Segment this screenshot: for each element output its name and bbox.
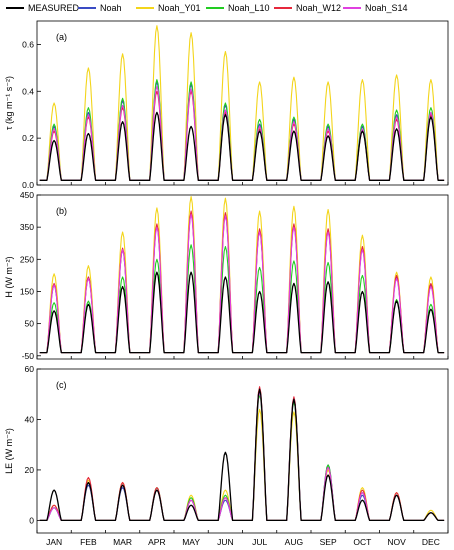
plot-frame — [36, 368, 449, 534]
panel-label: (a) — [56, 32, 67, 42]
legend: MEASURED Noah Noah_Y01 Noah_L10 Noah_W12 Noah… — [6, 3, 408, 13]
y-tick-label: 0.6 — [22, 39, 34, 49]
series-line — [39, 244, 445, 354]
y-tick-label: -50 — [22, 351, 35, 361]
y-tick-label: 50 — [25, 319, 35, 329]
x-tick-label: OCT — [353, 537, 371, 547]
legend-label: Noah_W12 — [296, 3, 341, 13]
x-tick-label: NOV — [387, 537, 406, 547]
panel-b: -50 50 150 250 350 450 H (W m⁻²) (b) — [4, 190, 449, 361]
plot-frame — [36, 20, 449, 186]
series-line — [39, 386, 445, 521]
x-tick-label: MAR — [113, 537, 132, 547]
y-axis-label: τ (kg m⁻¹ s⁻²) — [4, 76, 14, 130]
series-line — [39, 86, 445, 181]
series-line — [39, 393, 445, 521]
y-axis-label: H (W m⁻²) — [4, 256, 14, 297]
series-line — [39, 111, 445, 181]
y-tick-label: 350 — [20, 222, 34, 232]
y-tick-label: 450 — [20, 190, 34, 200]
series-line — [39, 408, 445, 521]
series-line — [39, 210, 445, 354]
month-axis: JAN FEB MAR APR MAY JUN JUL AUG SEP OCT NOV DEC — [46, 537, 440, 547]
panel-c: 0 20 40 60 LE (W m⁻²) (c) — [4, 364, 449, 534]
plot-frame — [36, 194, 449, 360]
legend-label: Noah_Y01 — [158, 3, 201, 13]
y-tick-label: 60 — [25, 364, 35, 374]
series-line — [39, 271, 445, 354]
panel-label: (b) — [56, 206, 67, 216]
y-tick-label: 0.2 — [22, 133, 34, 143]
y-tick-label: 0 — [29, 515, 34, 525]
series-line — [39, 388, 445, 521]
x-tick-label: AUG — [285, 537, 303, 547]
legend-label: Noah_L10 — [228, 3, 270, 13]
y-tick-label: 0.0 — [22, 180, 34, 190]
panel-label: (c) — [56, 380, 67, 390]
y-tick-label: 150 — [20, 286, 34, 296]
series-line — [39, 90, 445, 181]
y-tick-label: 20 — [25, 465, 35, 475]
series-line — [39, 213, 445, 354]
legend-label: Noah — [100, 3, 122, 13]
series-line — [39, 79, 445, 181]
x-tick-label: JUL — [252, 537, 267, 547]
x-tick-label: SEP — [320, 537, 337, 547]
x-tick-label: JAN — [46, 537, 62, 547]
y-tick-label: 0.4 — [22, 86, 34, 96]
legend-label: MEASURED — [28, 3, 80, 13]
x-tick-label: FEB — [80, 537, 97, 547]
series-line — [39, 212, 445, 354]
series-line — [39, 388, 445, 522]
panel-a: 0.0 0.2 0.4 0.6 τ (kg m⁻¹ s⁻²) (a) — [4, 20, 449, 190]
legend-label: Noah_S14 — [365, 3, 408, 13]
y-tick-label: 40 — [25, 414, 35, 424]
x-tick-label: MAY — [182, 537, 200, 547]
x-tick-label: APR — [148, 537, 165, 547]
y-tick-label: 250 — [20, 254, 34, 264]
series-line — [39, 25, 445, 181]
x-tick-label: DEC — [422, 537, 440, 547]
series-line — [39, 81, 445, 181]
y-axis-label: LE (W m⁻²) — [4, 428, 14, 474]
series-line — [39, 196, 445, 354]
x-tick-label: JUN — [217, 537, 234, 547]
series-line — [39, 391, 445, 521]
